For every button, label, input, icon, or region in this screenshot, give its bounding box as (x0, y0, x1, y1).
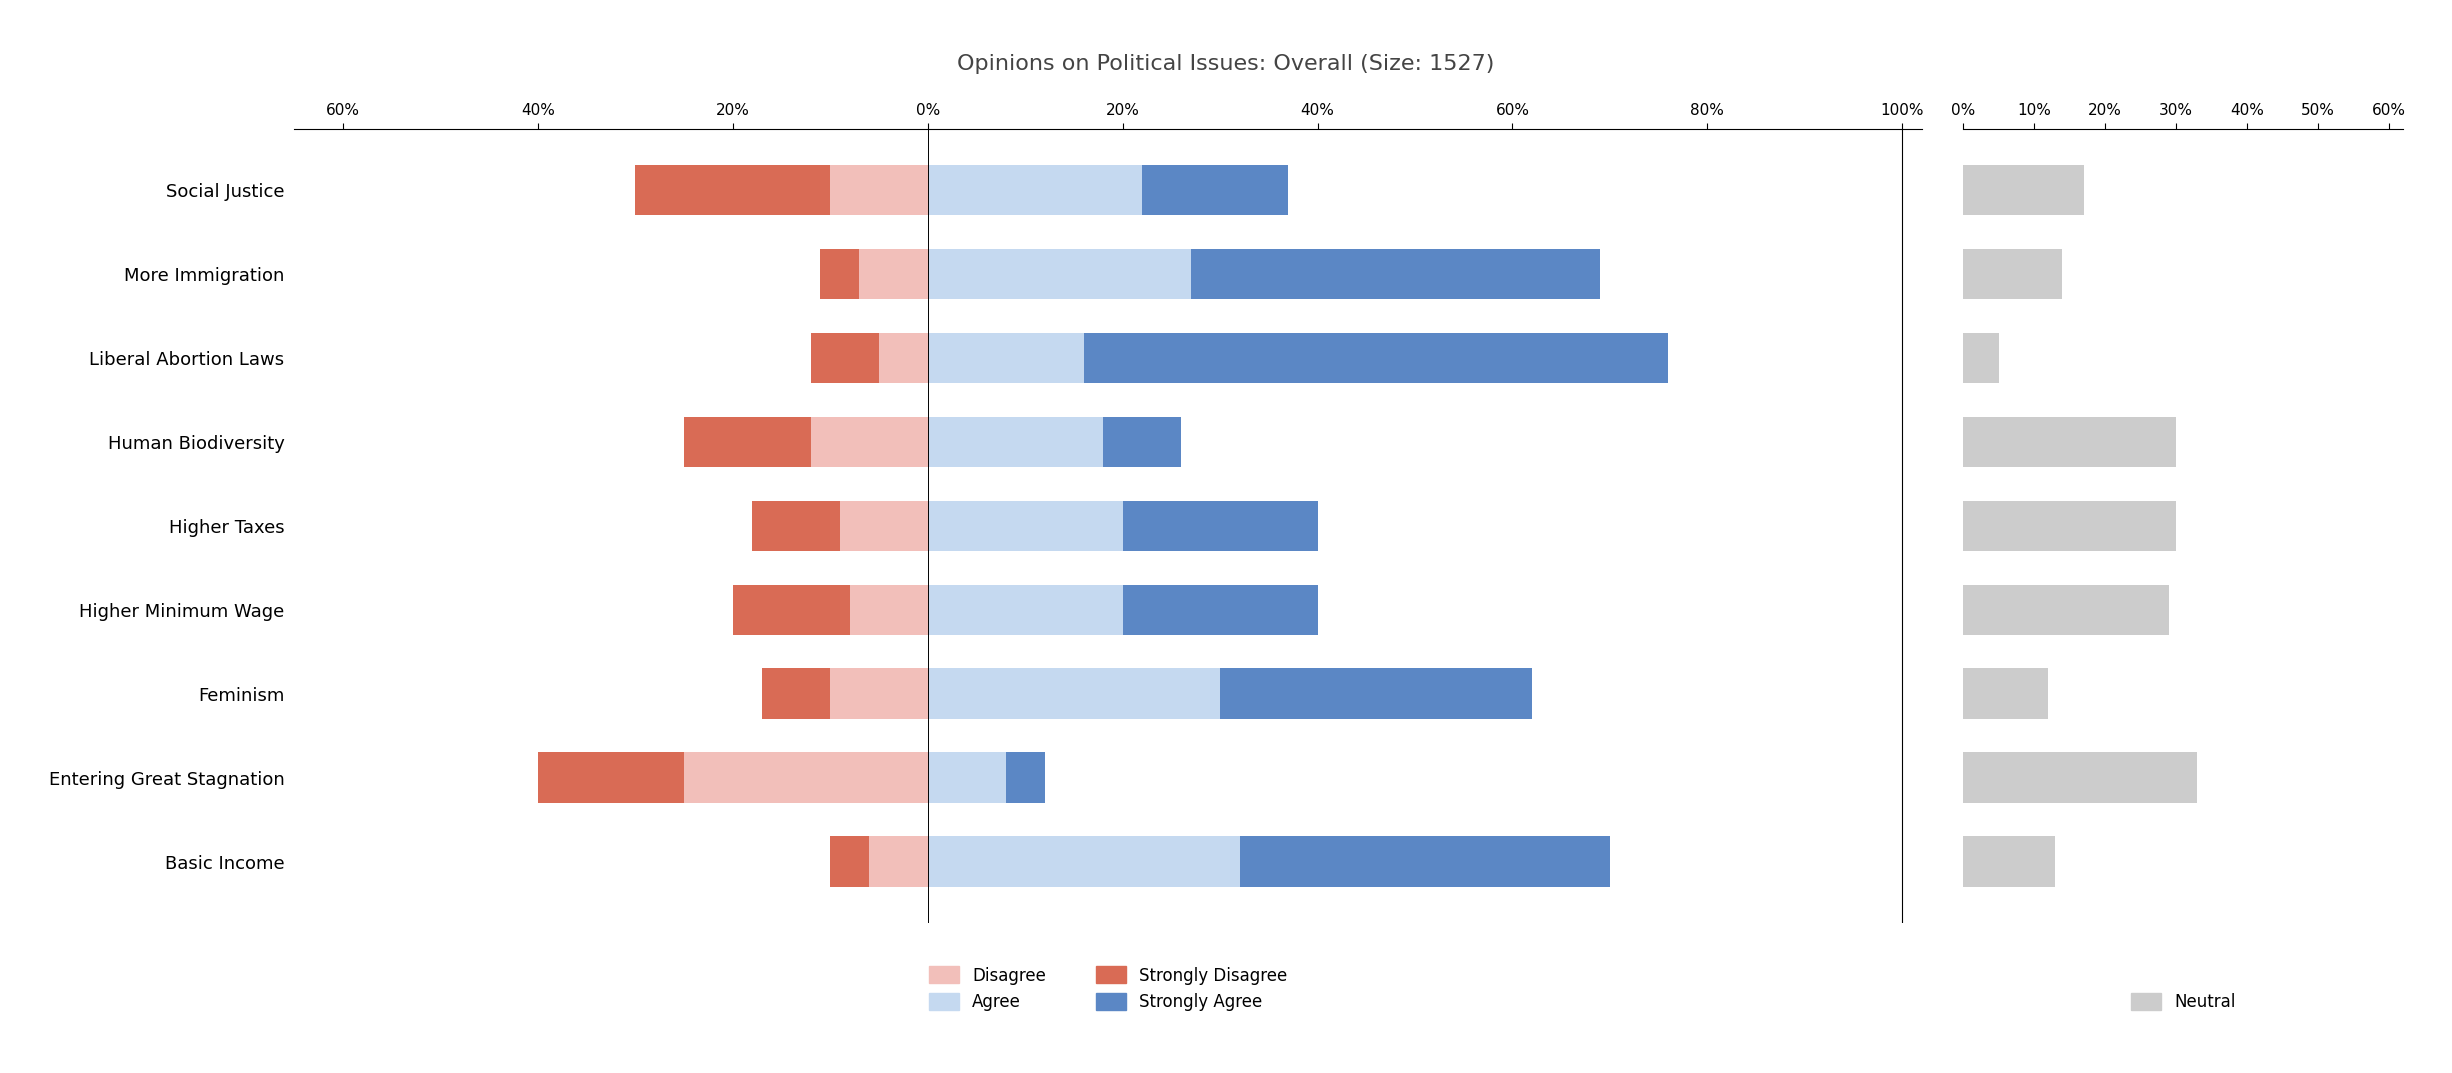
Bar (927, 836, 1241, 886)
Bar (812, 416, 927, 467)
Bar (1964, 249, 2062, 299)
Bar (684, 752, 927, 803)
Bar (684, 416, 812, 467)
Bar (841, 501, 927, 550)
Bar (821, 249, 861, 299)
Bar (733, 585, 851, 635)
Bar (1964, 585, 2170, 635)
Bar (1103, 416, 1182, 467)
Bar (1964, 836, 2055, 886)
Bar (812, 333, 878, 383)
Bar (927, 501, 1123, 550)
Bar (1241, 836, 1611, 886)
Bar (868, 836, 927, 886)
Bar (1964, 752, 2197, 803)
Bar (1221, 668, 1532, 719)
Bar (831, 668, 927, 719)
Bar (861, 249, 927, 299)
Bar (1143, 165, 1287, 216)
Bar (1005, 752, 1045, 803)
Bar (927, 416, 1103, 467)
Text: Opinions on Political Issues: Overall (Size: 1527): Opinions on Political Issues: Overall (S… (956, 54, 1496, 74)
Bar (1964, 165, 2084, 216)
Bar (831, 836, 868, 886)
Bar (927, 668, 1221, 719)
Bar (831, 165, 927, 216)
Bar (927, 249, 1192, 299)
Bar (753, 501, 841, 550)
Bar (1192, 249, 1601, 299)
Bar (927, 752, 1005, 803)
Bar (927, 585, 1123, 635)
Bar (1123, 501, 1317, 550)
Bar (1964, 416, 2175, 467)
Bar (1964, 333, 1998, 383)
Bar (878, 333, 927, 383)
Bar (537, 752, 684, 803)
Bar (927, 165, 1143, 216)
Bar (927, 333, 1084, 383)
Bar (851, 585, 927, 635)
Legend: Neutral: Neutral (2123, 986, 2241, 1017)
Bar (1964, 501, 2175, 550)
Bar (1084, 333, 1667, 383)
Legend: Disagree, Agree, Strongly Disagree, Strongly Agree: Disagree, Agree, Strongly Disagree, Stro… (922, 959, 1295, 1017)
Bar (1964, 668, 2047, 719)
Bar (1123, 585, 1317, 635)
Bar (635, 165, 831, 216)
Bar (763, 668, 831, 719)
